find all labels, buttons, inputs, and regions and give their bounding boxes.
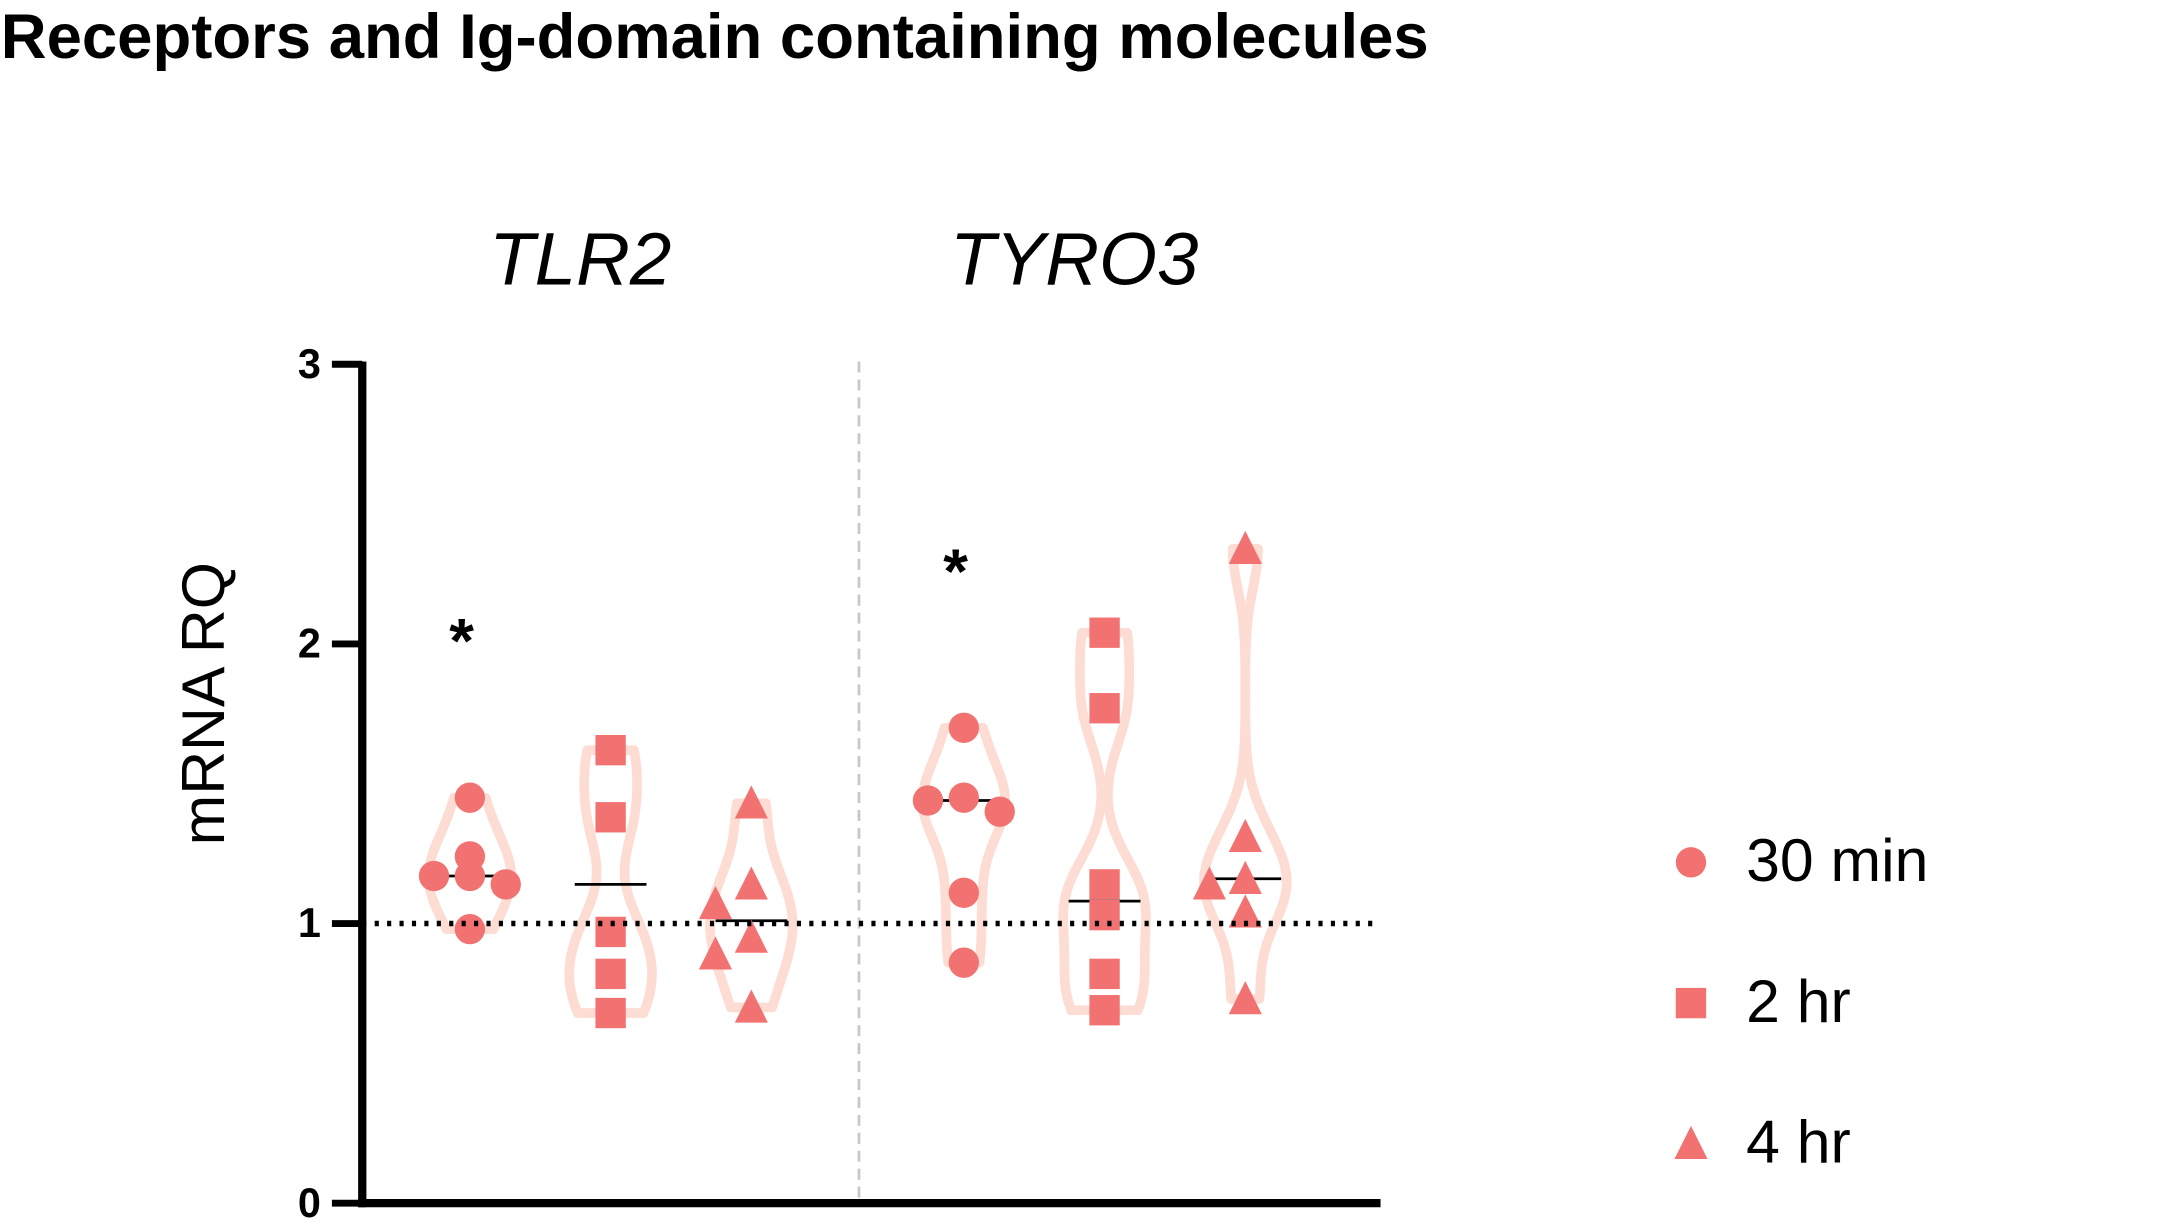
data-point <box>454 782 486 813</box>
data-point <box>595 997 626 1029</box>
significance-label: * <box>943 537 968 607</box>
data-point <box>1192 866 1226 900</box>
data-point <box>595 802 626 833</box>
significance-label: * <box>449 607 474 677</box>
data-point <box>490 869 521 900</box>
data-point <box>1228 530 1262 564</box>
data-point <box>734 919 768 953</box>
y-tick-label: 2 <box>298 621 321 667</box>
y-tick-label: 1 <box>298 900 321 946</box>
data-point <box>1089 869 1120 900</box>
y-tick-label: 0 <box>298 1180 321 1226</box>
y-axis-label: mRNA RQ <box>169 562 237 845</box>
data-point <box>1228 818 1262 853</box>
group-label: TLR2 <box>489 218 671 301</box>
legend-label: 2 hr <box>1746 967 1851 1035</box>
data-point <box>984 796 1015 827</box>
data-point <box>1089 995 1120 1026</box>
data-point <box>454 860 486 892</box>
data-point <box>595 958 626 990</box>
data-point <box>698 886 733 920</box>
legend-marker <box>1675 987 1707 1019</box>
data-point <box>948 877 980 908</box>
violin <box>1058 627 1151 1016</box>
data-point <box>1089 693 1120 724</box>
violin <box>917 722 1011 968</box>
data-point <box>912 785 944 816</box>
legend-label: 30 min <box>1746 826 1928 894</box>
y-tick-label: 3 <box>298 341 321 387</box>
legend-item: 4 hr <box>1746 1108 1851 1176</box>
violin <box>564 745 657 1018</box>
violin <box>1199 543 1292 1004</box>
legend-marker <box>1674 1125 1708 1160</box>
violin <box>423 792 517 934</box>
chart-title: Receptors and Ig-domain containing molec… <box>1 2 1429 72</box>
data-point <box>1228 981 1262 1015</box>
data-point <box>1089 899 1120 931</box>
data-point <box>734 989 768 1023</box>
data-point <box>418 860 450 892</box>
violin <box>705 798 798 1013</box>
legend-item: 2 hr <box>1746 967 1851 1035</box>
data-point <box>948 782 980 813</box>
legend-label: 4 hr <box>1746 1108 1851 1176</box>
data-point <box>948 947 980 978</box>
legend-item: 30 min <box>1746 826 1928 894</box>
data-point <box>1228 860 1262 894</box>
data-point <box>1228 894 1262 928</box>
data-point <box>698 936 733 970</box>
data-point <box>595 734 626 766</box>
data-point <box>734 866 768 900</box>
data-point <box>454 913 486 945</box>
group-label: TYRO3 <box>950 218 1198 301</box>
data-point <box>1089 958 1120 990</box>
data-point <box>734 785 768 819</box>
data-point <box>948 712 980 743</box>
legend-marker <box>1675 847 1707 878</box>
data-point <box>1089 617 1120 648</box>
